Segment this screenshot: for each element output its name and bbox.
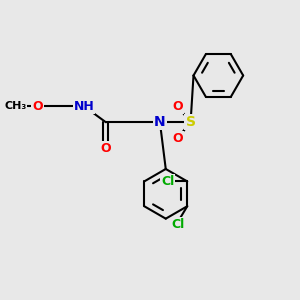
Text: O: O	[172, 132, 183, 145]
Text: NH: NH	[74, 100, 94, 113]
Text: O: O	[172, 100, 183, 113]
Text: Cl: Cl	[172, 218, 185, 231]
Text: O: O	[100, 142, 111, 155]
Text: S: S	[186, 115, 196, 129]
Text: N: N	[154, 115, 166, 129]
Text: Cl: Cl	[161, 175, 174, 188]
Text: CH₃: CH₃	[4, 101, 26, 111]
Text: O: O	[32, 100, 43, 113]
